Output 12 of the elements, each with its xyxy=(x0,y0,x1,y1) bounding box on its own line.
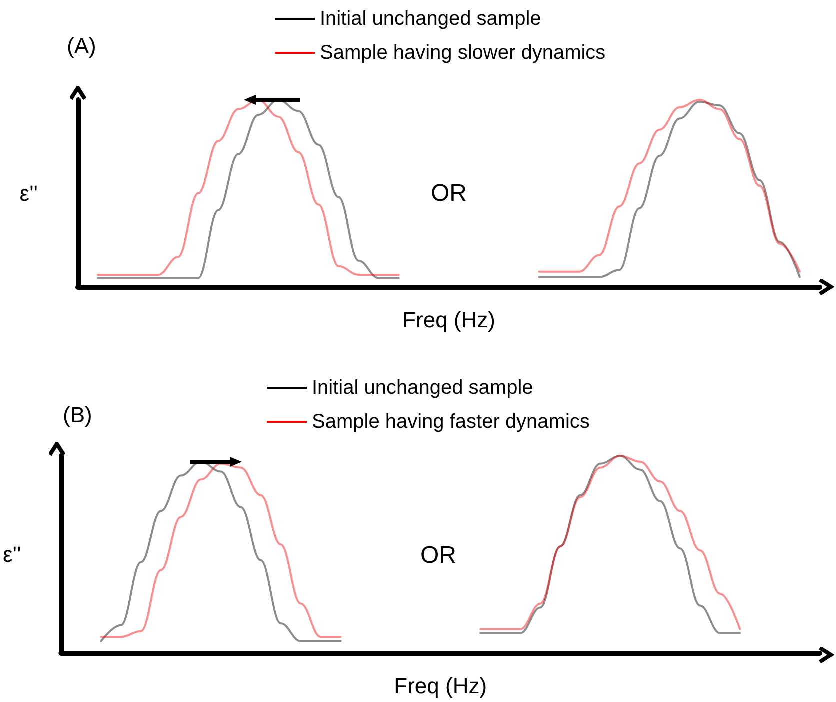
annotation: OR xyxy=(420,542,456,569)
chart-title: (A) xyxy=(67,34,96,58)
legend-label: Initial unchanged sample xyxy=(312,377,534,399)
annotation: OR xyxy=(431,180,467,207)
x-axis-title: Freq (Hz) xyxy=(402,308,496,332)
legend-label: Sample having slower dynamics xyxy=(320,42,606,64)
legend-label: Sample having faster dynamics xyxy=(312,411,590,433)
chart-title: (B) xyxy=(63,402,92,428)
legend-label: Initial unchanged sample xyxy=(320,8,542,30)
y-axis-title: ε'' xyxy=(2,542,22,567)
x-axis-title: Freq (Hz) xyxy=(394,674,488,698)
y-axis-title: ε'' xyxy=(20,181,38,206)
